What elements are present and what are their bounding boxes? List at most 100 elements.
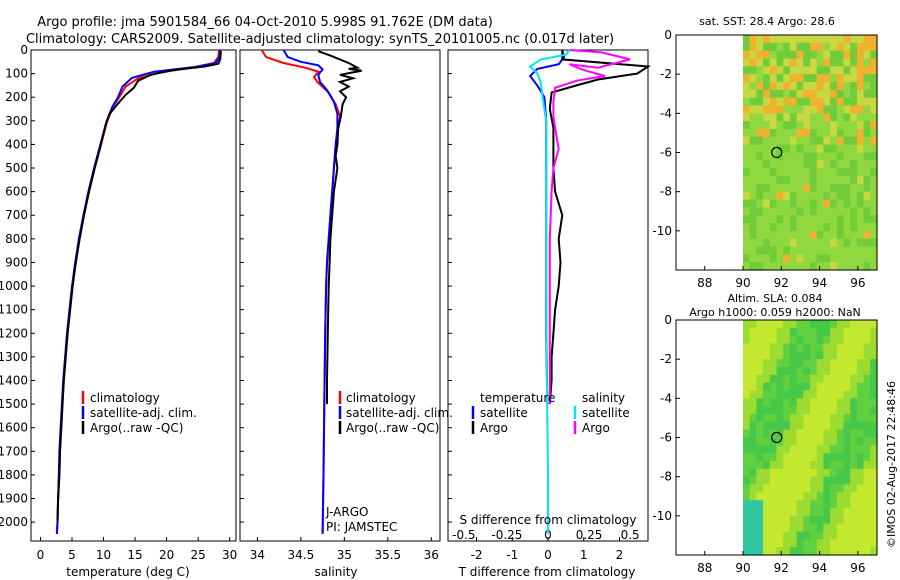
map-cell	[743, 429, 751, 439]
legend-label-climatology: climatology	[90, 391, 160, 405]
map-cell	[870, 191, 878, 201]
legend-label-t-argo: Argo	[480, 421, 508, 435]
map-cell	[863, 484, 871, 493]
map-cell	[783, 547, 791, 556]
map-cell	[810, 35, 818, 44]
depth-tick-label: 900	[5, 255, 28, 269]
map-cell	[863, 168, 871, 177]
x-tick-label: 34.5	[288, 548, 315, 562]
map-cell	[816, 152, 824, 161]
map-cell	[836, 207, 845, 216]
map-cell	[810, 136, 818, 146]
depth-tick-label: 1100	[0, 303, 28, 317]
map-cell	[870, 113, 878, 122]
map-cell	[816, 437, 824, 446]
map-cell	[749, 320, 757, 329]
map-cell	[763, 105, 771, 114]
map-cell	[763, 176, 771, 185]
map-cell	[863, 97, 871, 107]
argo-position-marker	[771, 146, 783, 159]
map-cell	[803, 508, 811, 517]
map-cell	[803, 320, 811, 329]
map-cell	[816, 113, 824, 122]
map-cell	[856, 531, 865, 540]
map-cell	[763, 531, 771, 540]
map-cell	[763, 508, 771, 517]
map-cell	[850, 343, 858, 352]
map-cell	[823, 35, 831, 44]
series-satellite-adj-clim-	[282, 49, 339, 534]
map-cell	[763, 445, 771, 454]
map-cell	[843, 429, 851, 439]
map-cell	[816, 382, 824, 392]
map-cell	[743, 238, 751, 248]
map-cell	[856, 97, 865, 107]
map-cell	[856, 374, 865, 384]
map-cell	[796, 74, 804, 83]
map-cell	[783, 246, 791, 255]
map-cell	[749, 168, 757, 177]
map-cell	[743, 359, 751, 368]
map-cell	[783, 129, 791, 138]
map-cell	[803, 152, 811, 161]
map-cell	[850, 547, 858, 556]
map-cell	[783, 484, 791, 493]
map-cell	[769, 223, 778, 232]
map-cell	[830, 414, 838, 423]
map-cell	[783, 508, 791, 517]
map-cell	[850, 437, 858, 446]
map-cell	[756, 215, 764, 224]
map-cell	[816, 359, 824, 368]
map-cell	[749, 262, 757, 271]
temperature-series	[55, 49, 222, 534]
map-cell	[816, 390, 824, 399]
map-cell	[863, 414, 871, 423]
map-cell	[769, 390, 778, 399]
map-cell	[756, 74, 764, 83]
map-cell	[836, 66, 845, 75]
map-cell	[796, 484, 804, 493]
map-cell	[783, 351, 791, 360]
map-cell	[816, 246, 824, 255]
map-cell	[856, 105, 865, 114]
map-cell	[803, 500, 811, 509]
map-cell	[763, 129, 771, 138]
map-cell	[830, 168, 838, 177]
map-y-tick-label: -10	[652, 224, 672, 238]
map-cell	[863, 89, 871, 99]
map-cell	[810, 476, 818, 486]
map-cell	[856, 168, 865, 177]
map-cell	[850, 176, 858, 185]
map-cell	[743, 113, 751, 122]
map-cell	[823, 89, 831, 99]
map-cell	[870, 390, 878, 399]
map-cell	[823, 113, 831, 122]
map-cell	[756, 351, 764, 360]
map-cell	[743, 152, 751, 161]
map-cell	[810, 254, 818, 263]
difference-top-label: S difference from climatology	[460, 513, 637, 527]
map-cell	[843, 508, 851, 517]
map-cell	[796, 351, 804, 360]
map-cell	[749, 398, 757, 407]
map-cell	[776, 121, 784, 130]
map-cell	[810, 374, 818, 384]
map-cell	[843, 82, 851, 91]
map-cell	[810, 390, 818, 399]
map-cell	[810, 500, 818, 509]
map-cell	[776, 531, 784, 540]
map-cell	[776, 382, 784, 392]
map-cell	[810, 160, 818, 169]
map-cell	[830, 58, 838, 67]
map-cell	[743, 453, 751, 462]
map-cell	[823, 351, 831, 360]
map-y-tick-label: 0	[664, 28, 672, 42]
annotation-pi: PI: JAMSTEC	[326, 520, 397, 534]
map-cell	[836, 484, 845, 493]
map-cell	[769, 508, 778, 517]
map-cell	[836, 97, 845, 107]
map-cell	[743, 531, 751, 540]
map-x-tick-label: 88	[697, 276, 712, 290]
map-cell	[816, 335, 824, 345]
map-cell	[783, 74, 791, 83]
